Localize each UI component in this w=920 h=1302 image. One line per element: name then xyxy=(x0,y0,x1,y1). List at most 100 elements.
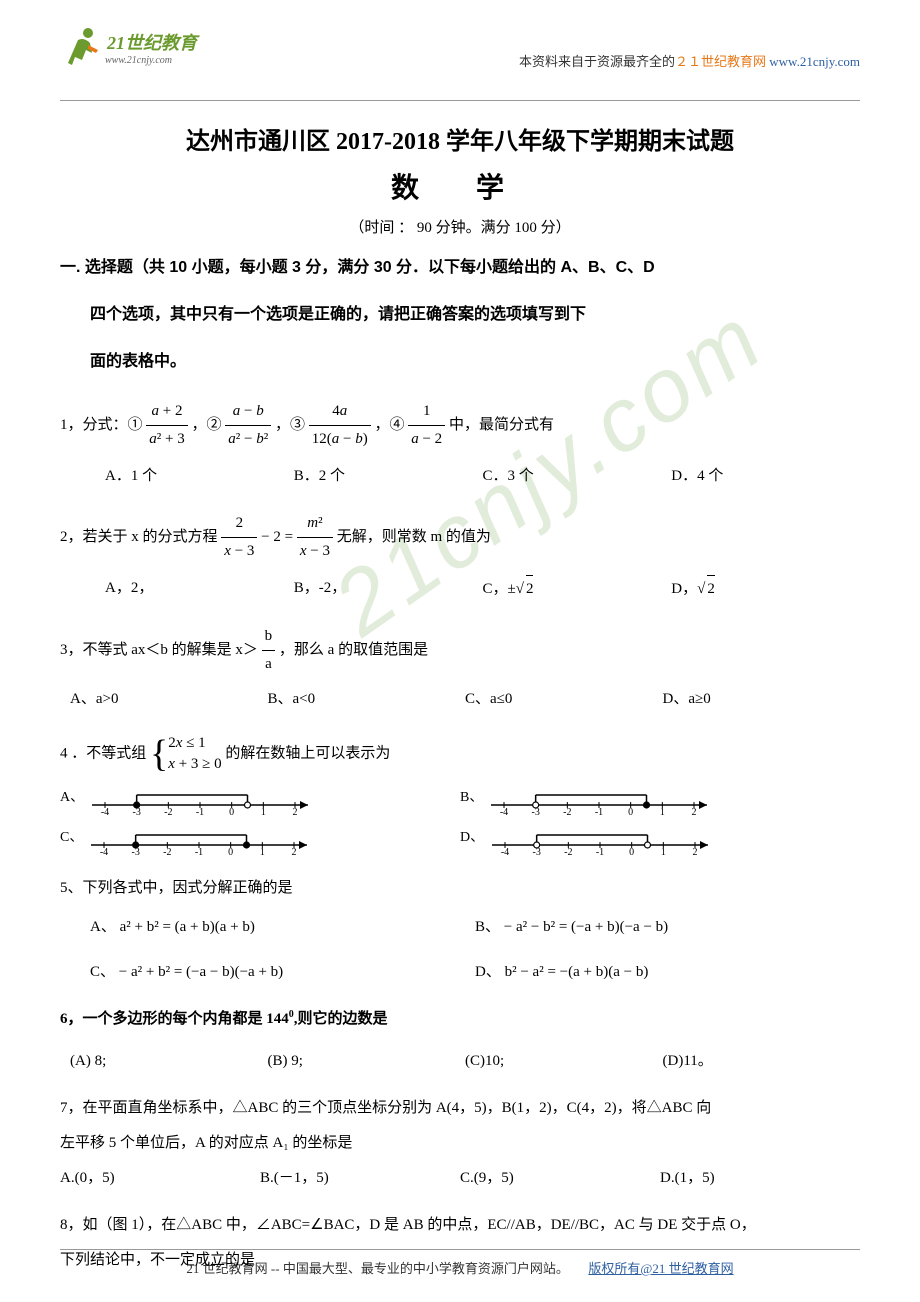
q5-text: 5、下列各式中，因式分解正确的是 xyxy=(60,875,860,902)
section-1-line1: 一. 选择题（共 10 小题，每小题 3 分，满分 30 分．以下每小题给出的 … xyxy=(60,259,655,276)
q3-optB: B、a<0 xyxy=(268,686,466,713)
q2-mid: 无解，则常数 m 的值为 xyxy=(337,529,491,545)
q6-optB: (B) 9; xyxy=(268,1048,466,1075)
q7-optC: C.(9，5) xyxy=(460,1165,660,1192)
svg-text:-4: -4 xyxy=(101,807,109,815)
q4-line1: 2x ≤ 1 xyxy=(168,735,205,751)
question-5: 5、下列各式中，因式分解正确的是 A、 a² + b² = (a + b)(a … xyxy=(60,875,860,986)
q2-optD-prefix: D， xyxy=(671,581,697,597)
q1-frac2: a − ba² − b² xyxy=(225,398,271,453)
q2-sqrt-c: 2 xyxy=(526,575,534,603)
q4-line2: x + 3 ≥ 0 xyxy=(168,756,221,772)
question-4: 4 ．不等式组 { 2x ≤ 1 x + 3 ≥ 0 的解在数轴上可以表示为 A… xyxy=(60,733,860,855)
q1-optA: A．1 个 xyxy=(105,463,294,490)
q7-options: A.(0，5) B.(－1，5) C.(9，5) D.(1，5) xyxy=(60,1165,860,1192)
exam-time: （时间 ： 90 分钟。满分 100 分） xyxy=(60,216,860,237)
svg-text:-4: -4 xyxy=(100,847,108,855)
q2-options: A，2， B，-2， C，± 2 D， 2 xyxy=(60,575,860,603)
q1-mid3: ，④ xyxy=(374,417,404,433)
question-7: 7，在平面直角坐标系中，△ABC 的三个顶点坐标分别为 A(4，5)，B(1，2… xyxy=(60,1095,860,1192)
svg-text:0: 0 xyxy=(629,847,634,855)
q5-optA: A、 a² + b² = (a + b)(a + b) xyxy=(90,914,475,941)
q4-system: { 2x ≤ 1 x + 3 ≥ 0 xyxy=(150,733,222,775)
q5-optB: B、 − a² − b² = (−a + b)(−a − b) xyxy=(475,914,860,941)
q2-optA: A，2， xyxy=(105,575,294,603)
q2-optD: D， 2 xyxy=(671,575,860,603)
section-1-header: 一. 选择题（共 10 小题，每小题 3 分，满分 30 分．以下每小题给出的 … xyxy=(60,252,860,284)
header-link[interactable]: www.21cnjy.com xyxy=(769,54,860,69)
q6-optC: (C)10; xyxy=(465,1048,663,1075)
q4-opt-A: A、 -4-3-2-1012 xyxy=(60,783,460,815)
q7-line2: 左平移 5 个单位后，A 的对应点 A₁ 的坐标是 xyxy=(60,1130,860,1157)
q6-prefix: 6，一个多边形的每个内角都是 144 xyxy=(60,1011,289,1027)
q4-opt-B: B、 -4-3-2-1012 xyxy=(460,783,860,815)
svg-text:1: 1 xyxy=(261,807,266,815)
sqrt-icon xyxy=(697,581,705,597)
svg-text:-2: -2 xyxy=(164,847,172,855)
question-3: 3，不等式 ax＜b 的解集是 x＞ ba ，那么 a 的取值范围是 A、a>0… xyxy=(60,623,860,713)
logo-21: 21 xyxy=(107,33,125,53)
question-8: 8，如（图 1），在△ABC 中，∠ABC=∠BAC，D 是 AB 的中点，EC… xyxy=(60,1212,860,1274)
q3-suffix: ，那么 a 的取值范围是 xyxy=(279,642,428,658)
header-source: 本资料来自于资源最齐全的２１世纪教育网 www.21cnjy.com xyxy=(519,51,860,70)
q2-optC-prefix: C，± xyxy=(483,581,516,597)
header-orange: ２１世纪教育网 xyxy=(675,54,766,69)
q7-optA: A.(0，5) xyxy=(60,1165,260,1192)
svg-text:-1: -1 xyxy=(596,847,604,855)
q1-suffix: 中，最简分式有 xyxy=(449,417,554,433)
question-6: 6，一个多边形的每个内角都是 1440,则它的边数是 (A) 8; (B) 9;… xyxy=(60,1006,860,1075)
q6-suffix: ,则它的边数是 xyxy=(294,1011,388,1027)
q7-optD: D.(1，5) xyxy=(660,1165,860,1192)
question-1: 1，分式：① a + 2a² + 3 ，② a − ba² − b² ，③ 4a… xyxy=(60,398,860,490)
svg-text:1: 1 xyxy=(661,847,666,855)
page-content: 21世纪教育 www.21cnjy.com 本资料来自于资源最齐全的２１世纪教育… xyxy=(60,25,860,1274)
svg-text:1: 1 xyxy=(260,847,265,855)
page-header: 21世纪教育 www.21cnjy.com 本资料来自于资源最齐全的２１世纪教育… xyxy=(60,25,860,70)
svg-text:-1: -1 xyxy=(196,807,204,815)
q2-rhs: m²x − 3 xyxy=(297,510,333,565)
header-divider xyxy=(60,100,860,101)
exam-subject: 数 学 xyxy=(60,166,860,206)
q3-optA: A、a>0 xyxy=(70,686,268,713)
q2-optB: B，-2， xyxy=(294,575,483,603)
svg-text:0: 0 xyxy=(229,807,234,815)
q6-optD: (D)11。 xyxy=(663,1048,861,1075)
q7-line1: 7，在平面直角坐标系中，△ABC 的三个顶点坐标分别为 A(4，5)，B(1，2… xyxy=(60,1095,860,1122)
svg-text:0: 0 xyxy=(629,807,634,815)
q6-optA: (A) 8; xyxy=(70,1048,268,1075)
q3-frac: ba xyxy=(262,623,276,678)
q1-prefix: 1，分式：① xyxy=(60,417,143,433)
q1-optD: D．4 个 xyxy=(671,463,860,490)
q1-frac1: a + 2a² + 3 xyxy=(146,398,187,453)
q8-line2: 下列结论中，不一定成立的是 xyxy=(60,1247,860,1274)
logo-century: 世纪教育 xyxy=(125,33,197,53)
q1-optB: B．2 个 xyxy=(294,463,483,490)
q7-optB: B.(－1，5) xyxy=(260,1165,460,1192)
logo-icon xyxy=(60,25,105,70)
svg-text:2: 2 xyxy=(292,847,297,855)
q4-opt-D: D、 -4-3-2-1012 xyxy=(460,823,860,855)
q8-line1: 8，如（图 1），在△ABC 中，∠ABC=∠BAC，D 是 AB 的中点，EC… xyxy=(60,1212,860,1239)
svg-text:-1: -1 xyxy=(195,847,203,855)
q3-prefix: 3，不等式 ax＜b 的解集是 x＞ xyxy=(60,642,258,658)
q2-lhs: 2x − 3 xyxy=(221,510,257,565)
svg-text:2: 2 xyxy=(293,807,298,815)
logo-text-block: 21世纪教育 www.21cnjy.com xyxy=(105,29,197,66)
q4-prefix: 4 ．不等式组 xyxy=(60,745,146,761)
section-1-line2: 四个选项，其中只有一个选项是正确的，请把正确答案的选项填写到下 xyxy=(60,299,860,331)
logo-text: 21世纪教育 xyxy=(107,29,197,55)
q4-brace-content: 2x ≤ 1 x + 3 ≥ 0 xyxy=(168,733,221,775)
q5-optD: D、 b² − a² = −(a + b)(a − b) xyxy=(475,959,860,986)
q3-optC: C、a≤0 xyxy=(465,686,663,713)
q4-opt-C: C、 -4-3-2-1012 xyxy=(60,823,460,855)
q5-optC: C、 − a² + b² = (−a − b)(−a + b) xyxy=(90,959,475,986)
q2-sqrt-d: 2 xyxy=(707,575,715,603)
q2-prefix: 2，若关于 x 的分式方程 xyxy=(60,529,218,545)
logo: 21世纪教育 www.21cnjy.com xyxy=(60,25,197,70)
exam-title: 达州市通川区 2017-2018 学年八年级下学期期末试题 xyxy=(60,121,860,156)
svg-text:2: 2 xyxy=(693,847,698,855)
q4-suffix: 的解在数轴上可以表示为 xyxy=(225,745,390,761)
q4-number-lines: A、 -4-3-2-1012 B、 -4-3-2-1012 C、 -4-3-2-… xyxy=(60,783,860,855)
q2-optC: C，± 2 xyxy=(483,575,672,603)
svg-text:-1: -1 xyxy=(595,807,603,815)
